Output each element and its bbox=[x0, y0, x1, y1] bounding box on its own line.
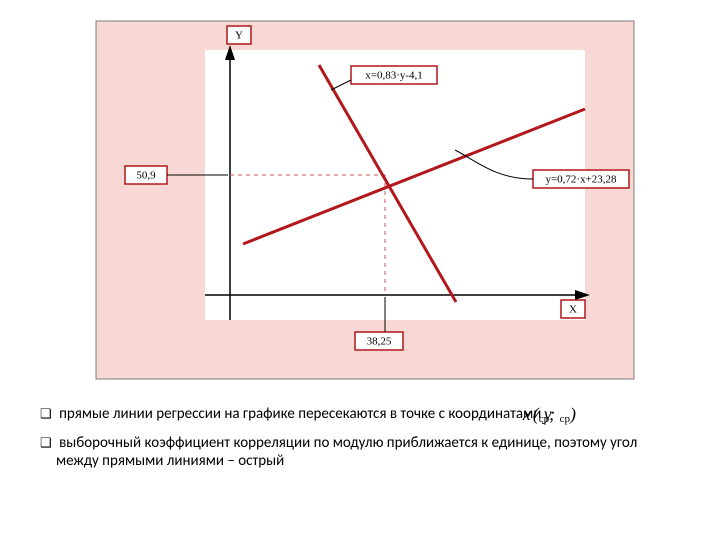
regression-chart: Y X 50,9 38,25 bbox=[95, 20, 635, 385]
bullet-1: прямые линии регрессии на графике пересе… bbox=[40, 403, 680, 426]
y-axis-label: Y bbox=[235, 30, 243, 42]
x-axis-label: X bbox=[569, 304, 577, 316]
bullet-1-text: прямые линии регрессии на графике пересе… bbox=[59, 405, 541, 423]
y-axis-label-box: Y bbox=[227, 26, 251, 44]
mean-coordinates: (xср; yср) bbox=[545, 403, 582, 426]
y-value-label: 50,9 bbox=[136, 170, 156, 182]
bullet-list: прямые линии регрессии на графике пересе… bbox=[40, 403, 680, 471]
bullet-2-text: выборочный коэффициент корреляции по мод… bbox=[56, 434, 637, 471]
bullet-2: выборочный коэффициент корреляции по мод… bbox=[40, 434, 680, 472]
eq2-label: y=0,72·x+23,28 bbox=[545, 174, 617, 186]
x-axis-label-box: X bbox=[561, 300, 585, 318]
chart-svg: Y X 50,9 38,25 bbox=[95, 20, 635, 380]
eq1-label: x=0,83·y-4,1 bbox=[365, 70, 423, 82]
x-value-label: 38,25 bbox=[367, 336, 392, 348]
